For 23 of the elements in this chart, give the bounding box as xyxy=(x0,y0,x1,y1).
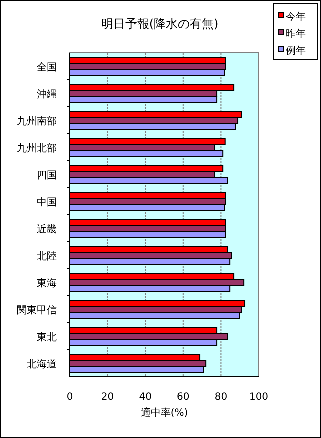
y-tick-label: 九州北部 xyxy=(17,142,57,154)
x-tick-label: 60 xyxy=(177,392,190,403)
y-tick-label: 沖縄 xyxy=(37,88,57,100)
x-tick-label: 40 xyxy=(139,392,152,403)
x-tick-label: 0 xyxy=(66,392,74,403)
y-tick-label: 関東甲信 xyxy=(17,304,57,316)
y-tick-label: 近畿 xyxy=(37,224,57,236)
x-tick-label: 80 xyxy=(214,392,228,403)
y-tick-label: 四国 xyxy=(37,170,57,182)
y-tick-label: 東北 xyxy=(37,332,57,344)
chart-title: 明日予報(降水の有無) xyxy=(101,17,219,31)
x-tick-label: 20 xyxy=(101,392,114,403)
x-tick-label: 100 xyxy=(249,392,269,403)
legend-label: 例年 xyxy=(286,45,306,57)
legend-label: 昨年 xyxy=(286,28,306,40)
y-tick-label: 中国 xyxy=(37,196,57,208)
y-tick-label: 北陸 xyxy=(37,250,57,262)
legend-label: 今年 xyxy=(286,11,306,23)
y-tick-label: 北海道 xyxy=(27,358,57,370)
y-tick-label: 九州南部 xyxy=(17,116,57,128)
y-tick-label: 東海 xyxy=(37,278,57,290)
y-tick-label: 全国 xyxy=(37,62,57,74)
x-axis-title: 適中率(%) xyxy=(140,407,188,419)
